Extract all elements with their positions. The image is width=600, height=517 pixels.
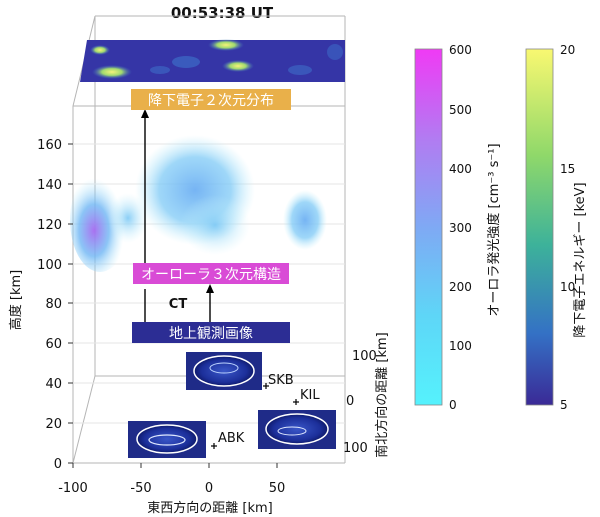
x-tick: 0 — [205, 481, 213, 496]
ground-images-text: 地上観測画像 — [169, 325, 253, 342]
z-tick: 100 — [37, 258, 62, 273]
ct-label: CT — [169, 297, 188, 312]
electron-distribution-label: 降下電子２次元分布 — [131, 89, 291, 110]
colorbar-aurora-tick: 100 — [449, 339, 472, 353]
colorbar-energy-gradient — [525, 48, 554, 406]
colorbar-energy-tick: 15 — [560, 162, 575, 176]
aurora-3d-label: オーローラ３次元構造 — [133, 263, 289, 284]
z-tick: 120 — [37, 218, 62, 233]
colorbar-aurora-tick: 500 — [449, 103, 472, 117]
colorbar-energy-tick: 20 — [560, 43, 575, 57]
colorbar-aurora-tick: 600 — [449, 43, 472, 57]
z-tick: 0 — [54, 457, 62, 472]
station-skb: SKB — [268, 373, 294, 388]
ct-arrows — [141, 109, 214, 322]
colorbar-aurora: 600 500 400 300 200 100 0 オーロラ発光強度 [cm⁻³… — [414, 43, 502, 412]
ground-image-skb — [186, 352, 262, 390]
colorbar-energy-tick: 5 — [560, 398, 568, 412]
x-tick: 50 — [269, 481, 286, 496]
aurora-3d-emission — [70, 135, 327, 272]
aurora-3d-text: オーローラ３次元構造 — [141, 267, 281, 283]
z-tick: 60 — [45, 337, 62, 352]
z-axis: 0 20 40 60 80 100 120 140 160 高度 [km] — [8, 138, 73, 472]
station-kil: KIL — [300, 388, 320, 403]
z-tick: 140 — [37, 178, 62, 193]
colorbar-energy-tick: 10 — [560, 280, 575, 294]
colorbar-aurora-tick: 300 — [449, 221, 472, 235]
colorbar-aurora-tick: 0 — [449, 398, 457, 412]
ground-image-abk — [128, 421, 206, 458]
z-tick: 40 — [45, 377, 62, 392]
x-axis: -100 -50 0 50 東西方向の距離 [km] — [58, 463, 285, 516]
y-axis-label: 南北方向の距離 [km] — [374, 332, 390, 457]
z-axis-label: 高度 [km] — [8, 270, 24, 330]
ground-images-label: 地上観測画像 — [132, 322, 290, 343]
figure-title: 00:53:38 UT — [171, 4, 274, 22]
electron-distribution-panel — [80, 39, 345, 82]
colorbar-energy: 20 15 10 5 降下電子エネルギー [keV] — [525, 43, 588, 412]
ground-image-kil — [258, 410, 336, 449]
y-tick: 0 — [346, 394, 354, 409]
colorbar-aurora-tick: 200 — [449, 280, 472, 294]
colorbar-aurora-gradient — [414, 48, 443, 406]
station-abk: ABK — [218, 431, 245, 446]
electron-distribution-text: 降下電子２次元分布 — [148, 93, 274, 109]
colorbar-energy-label: 降下電子エネルギー [keV] — [573, 182, 588, 337]
x-tick: -100 — [58, 481, 88, 496]
x-axis-label: 東西方向の距離 [km] — [147, 500, 272, 516]
colorbar-aurora-tick: 400 — [449, 162, 472, 176]
y-tick: 100 — [352, 349, 377, 364]
z-tick: 20 — [45, 417, 62, 432]
z-tick: 80 — [45, 297, 62, 312]
y-tick: 100 — [343, 441, 368, 456]
z-tick: 160 — [37, 138, 62, 153]
x-tick: -50 — [130, 481, 151, 496]
colorbar-aurora-label: オーロラ発光強度 [cm⁻³ s⁻¹] — [486, 143, 502, 316]
station-markers — [211, 383, 299, 449]
y-axis: 100 0 100 南北方向の距離 [km] — [343, 332, 390, 457]
